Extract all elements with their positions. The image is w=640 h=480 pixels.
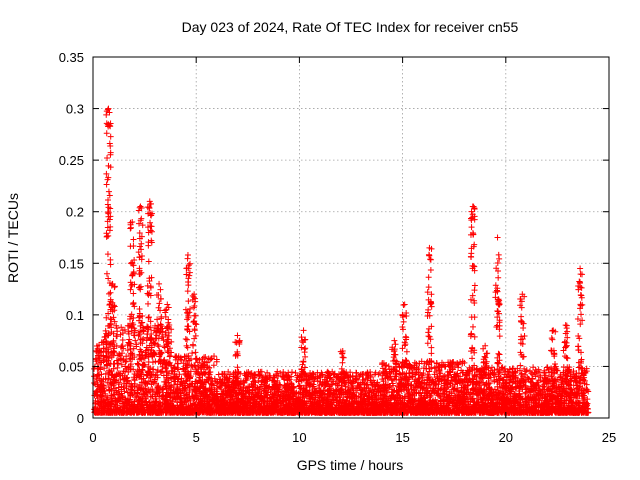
data-point [168,326,175,333]
data-point [128,383,135,390]
data-point [154,384,161,391]
data-point [96,371,103,378]
data-point [163,372,170,379]
data-point [123,353,130,360]
data-point [153,398,160,405]
data-point [142,395,149,402]
data-point [134,360,141,367]
data-point [145,363,152,370]
data-point [114,328,121,335]
data-point [108,392,115,399]
data-point [163,383,170,390]
data-point [155,383,162,390]
data-point [111,391,118,398]
chart-title: Day 023 of 2024, Rate Of TEC Index for r… [182,19,519,35]
data-point [139,405,146,412]
data-point [161,378,168,385]
data-point [160,337,167,344]
data-point [119,343,126,350]
data-point [127,384,134,391]
data-point [94,352,101,359]
data-point [109,372,116,379]
data-point [119,350,126,357]
data-point [110,376,117,383]
data-point [94,388,101,395]
data-point [120,357,127,364]
data-point [152,393,159,400]
data-point [97,377,104,384]
data-point [118,361,125,368]
data-point [92,356,99,363]
data-point [131,398,138,405]
data-point [124,377,131,384]
data-point [95,383,102,390]
data-point [117,376,124,383]
data-point [144,331,151,338]
data-point [159,386,166,393]
data-point [131,403,138,410]
data-point [131,390,138,397]
data-point [119,337,126,344]
data-point [113,322,120,329]
data-point [139,340,146,347]
data-point [126,356,133,363]
data-point [97,366,104,373]
data-point [121,326,128,333]
data-point [150,366,157,373]
data-point [167,352,174,359]
data-point [125,328,132,335]
data-point [96,341,103,348]
data-point [115,370,122,377]
data-point [95,400,102,407]
data-point [165,390,172,397]
data-point [95,348,102,355]
data-point [113,333,120,340]
data-point [102,333,109,340]
data-point [110,365,117,372]
data-point [114,364,121,371]
data-point [123,385,130,392]
data-points [91,105,592,416]
data-point [97,349,104,356]
data-point [105,375,112,382]
data-point [107,379,114,386]
data-point [113,357,120,364]
data-point [93,409,100,416]
data-point [139,367,146,374]
data-point [101,387,108,394]
data-point [141,391,148,398]
data-point [102,327,109,334]
data-point [132,337,139,344]
data-point [93,376,100,383]
data-point [134,389,141,396]
data-point [113,342,120,349]
